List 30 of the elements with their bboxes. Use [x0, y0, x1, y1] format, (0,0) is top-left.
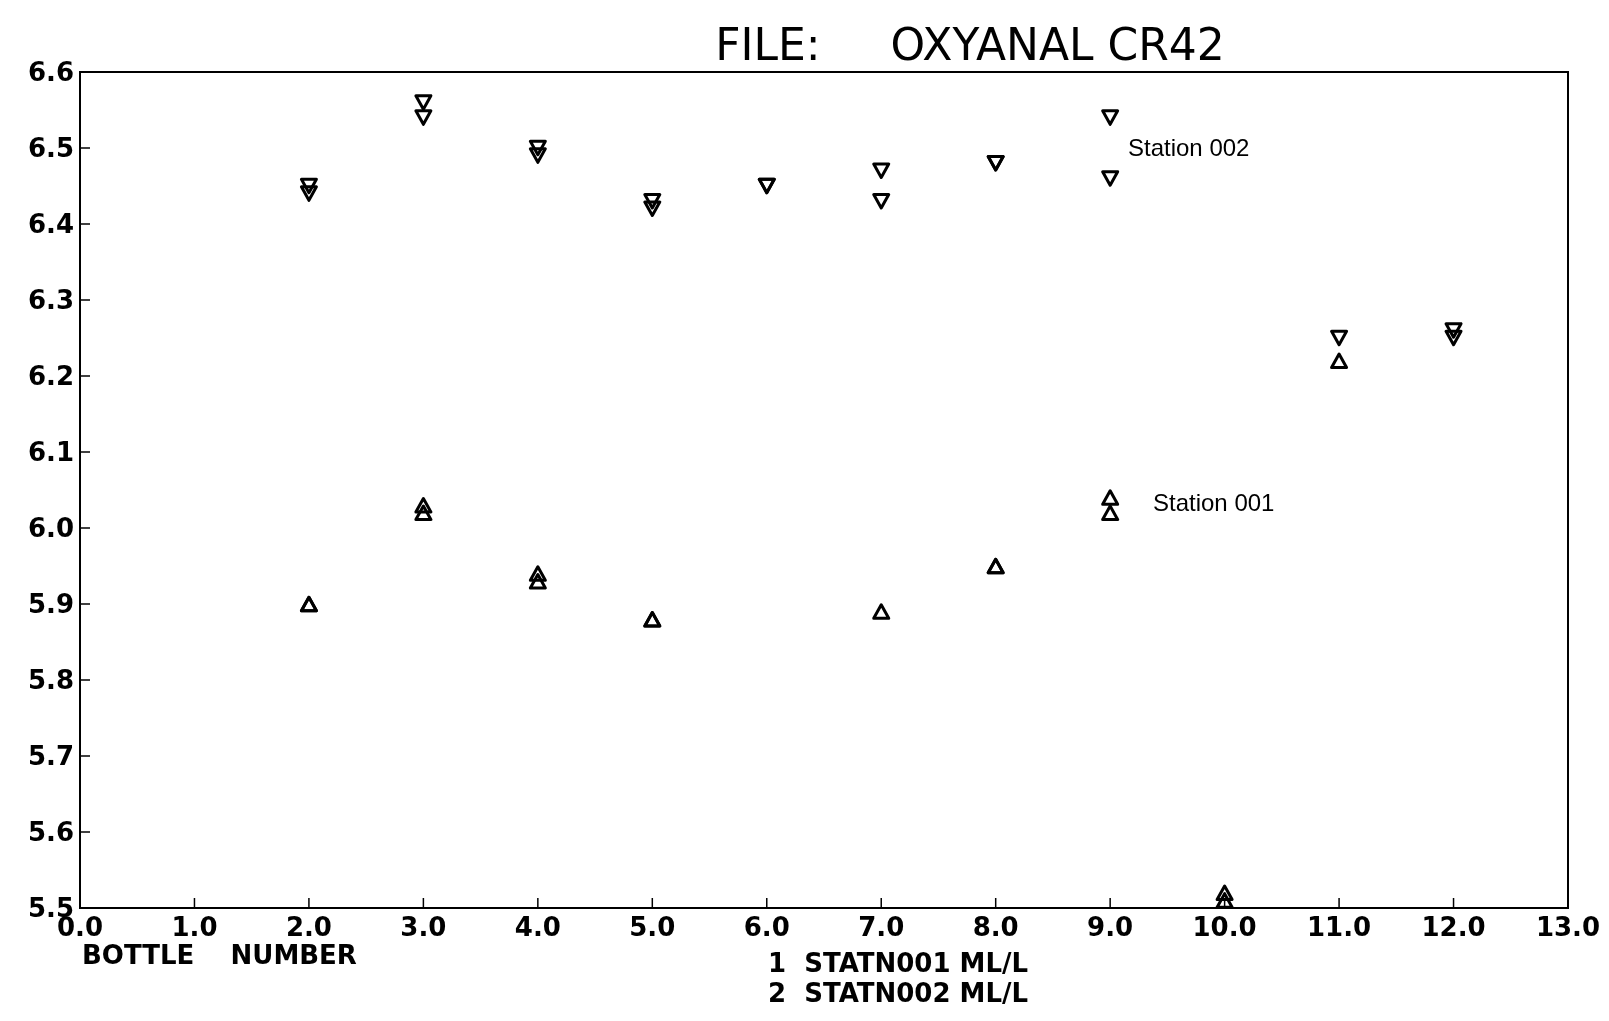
x-tick-label: 13.0: [1535, 912, 1601, 942]
x-tick-label: 11.0: [1307, 912, 1372, 942]
x-tick-label: 4.0: [514, 912, 561, 942]
series-label: Station 001: [1153, 489, 1275, 516]
y-tick-label: 5.7: [27, 741, 74, 772]
y-tick-label: 5.6: [27, 817, 74, 848]
y-tick-label: 6.0: [27, 513, 74, 544]
y-tick-label: 6.4: [27, 209, 74, 240]
y-tick-label: 5.9: [27, 589, 74, 620]
x-tick-label: 6.0: [743, 912, 790, 942]
series-label: Station 002: [1128, 134, 1250, 161]
x-tick-label: 3.0: [400, 912, 447, 942]
x-tick-label: 5.0: [629, 912, 676, 942]
y-tick-label: 6.6: [27, 57, 74, 88]
y-tick-label: 6.2: [27, 361, 74, 392]
y-tick-label: 5.8: [27, 665, 74, 696]
y-tick-label: 6.1: [27, 437, 74, 468]
text: 2 STATN002 ML/L: [768, 978, 1029, 1008]
y-tick-label: 6.3: [27, 285, 74, 316]
x-tick-label: 8.0: [972, 912, 1019, 942]
text: 1 STATN001 ML/L: [768, 948, 1029, 978]
y-tick-label: 6.5: [27, 133, 74, 164]
x-tick-label: 9.0: [1087, 912, 1134, 942]
x-tick-label: 7.0: [858, 912, 905, 942]
x-tick-label: 1.0: [171, 912, 218, 942]
x-axis-title: BOTTLE NUMBER: [82, 940, 357, 970]
x-tick-label: 12.0: [1421, 912, 1486, 942]
x-tick-label: 2.0: [285, 912, 332, 942]
x-tick-label: 10.0: [1192, 912, 1257, 942]
chart-title: FILE: OXYANAL CR42: [715, 19, 1225, 70]
